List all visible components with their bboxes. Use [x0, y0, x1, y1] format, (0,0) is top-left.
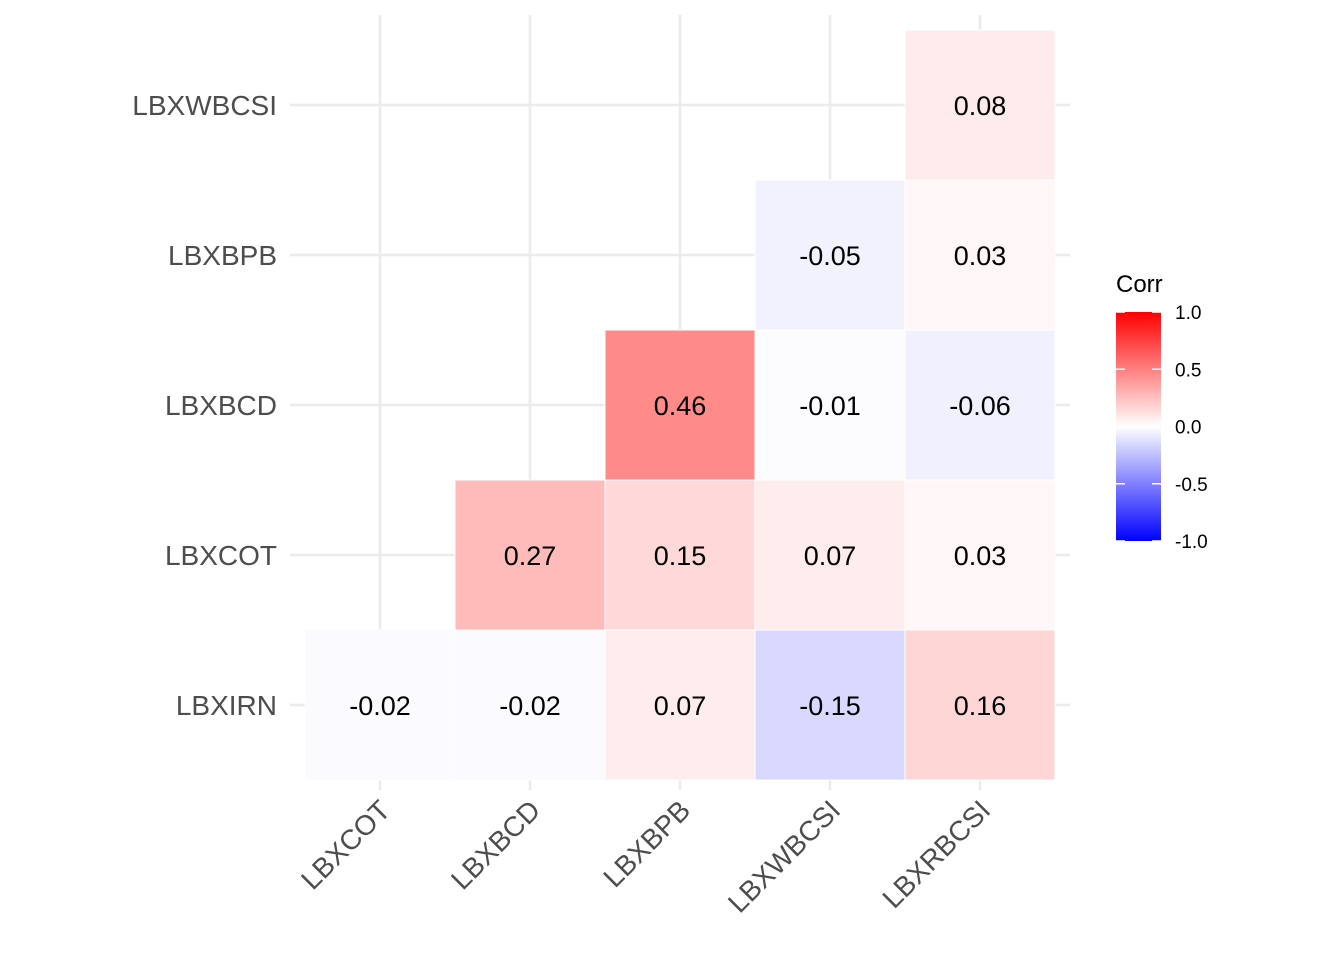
legend-tick-label-neg0-5: -0.5 — [1175, 475, 1208, 496]
legend-tick-label-neg1-0: -1.0 — [1175, 532, 1208, 553]
y-tick-label-lbxcot: LBXCOT — [165, 540, 277, 571]
y-tick-label-lbxbcd: LBXBCD — [165, 390, 277, 421]
heatmap-cell-lbxrbcsi-lbxbcd — [904, 329, 1056, 481]
legend-tick-label-0-0: 0.0 — [1175, 418, 1201, 439]
heatmap-cell-lbxrbcsi-lbxwbcsi — [904, 29, 1056, 181]
y-tick-label-lbxwbcsi: LBXWBCSI — [132, 90, 277, 121]
cell-value-label-lbxwbcsi-lbxirn: -0.15 — [799, 691, 861, 721]
heatmap-cell-lbxbpb-lbxbcd — [604, 329, 756, 481]
cell-value-labels: -0.02 -0.02 0.07 -0.15 0.16 0.27 0.15 0.07 0.03 0… — [349, 91, 1011, 721]
cell-value-label-lbxwbcsi-lbxbcd: -0.01 — [799, 391, 861, 421]
legend-title: Corr — [1116, 271, 1163, 298]
heatmap-cell-lbxrbcsi-lbxcot — [904, 479, 1056, 631]
cell-value-label-lbxcot-lbxirn: -0.02 — [349, 691, 411, 721]
heatmap-cell-lbxbpb-lbxcot — [604, 479, 756, 631]
y-tick-label-lbxbpb: LBXBPB — [168, 240, 277, 271]
cell-value-label-lbxbpb-lbxirn: 0.07 — [654, 691, 707, 721]
heatmap-cell-lbxrbcsi-lbxbpb — [904, 179, 1056, 331]
cell-value-label-lbxrbcsi-lbxirn: 0.16 — [954, 691, 1007, 721]
heatmap-cell-lbxcot-lbxirn — [304, 629, 456, 781]
cell-value-label-lbxrbcsi-lbxwbcsi: 0.08 — [954, 91, 1007, 121]
y-tick-label-lbxirn: LBXIRN — [176, 690, 277, 721]
cell-value-label-lbxbcd-lbxirn: -0.02 — [499, 691, 561, 721]
cell-value-label-lbxbcd-lbxcot: 0.27 — [504, 541, 557, 571]
cell-value-label-lbxbpb-lbxbcd: 0.46 — [654, 391, 707, 421]
legend-tick-label-0-5: 0.5 — [1175, 360, 1201, 381]
cell-value-label-lbxwbcsi-lbxcot: 0.07 — [804, 541, 857, 571]
heatmap-cell-lbxwbcsi-lbxbpb — [754, 179, 906, 331]
cell-value-label-lbxrbcsi-lbxbpb: 0.03 — [954, 241, 1007, 271]
heatmap-cell-lbxbcd-lbxirn — [454, 629, 606, 781]
cell-value-label-lbxwbcsi-lbxbpb: -0.05 — [799, 241, 861, 271]
heatmap-tiles — [304, 29, 1056, 781]
cell-value-label-lbxrbcsi-lbxbcd: -0.06 — [949, 391, 1011, 421]
heatmap-cell-lbxrbcsi-lbxirn — [904, 629, 1056, 781]
heatmap-cell-lbxbcd-lbxcot — [454, 479, 606, 631]
cell-value-label-lbxrbcsi-lbxcot: 0.03 — [954, 541, 1007, 571]
legend: Corr 1.0 0.5 0.0 -0.5 -1.0 — [1116, 271, 1208, 553]
heatmap-cell-lbxbpb-lbxirn — [604, 629, 756, 781]
cell-value-label-lbxbpb-lbxcot: 0.15 — [654, 541, 707, 571]
y-axis: LBXIRN LBXCOT LBXBCD LBXBPB LBXWBCSI — [132, 90, 277, 721]
heatmap-cell-lbxwbcsi-lbxirn — [754, 629, 906, 781]
legend-tick-label-1-0: 1.0 — [1175, 303, 1201, 324]
